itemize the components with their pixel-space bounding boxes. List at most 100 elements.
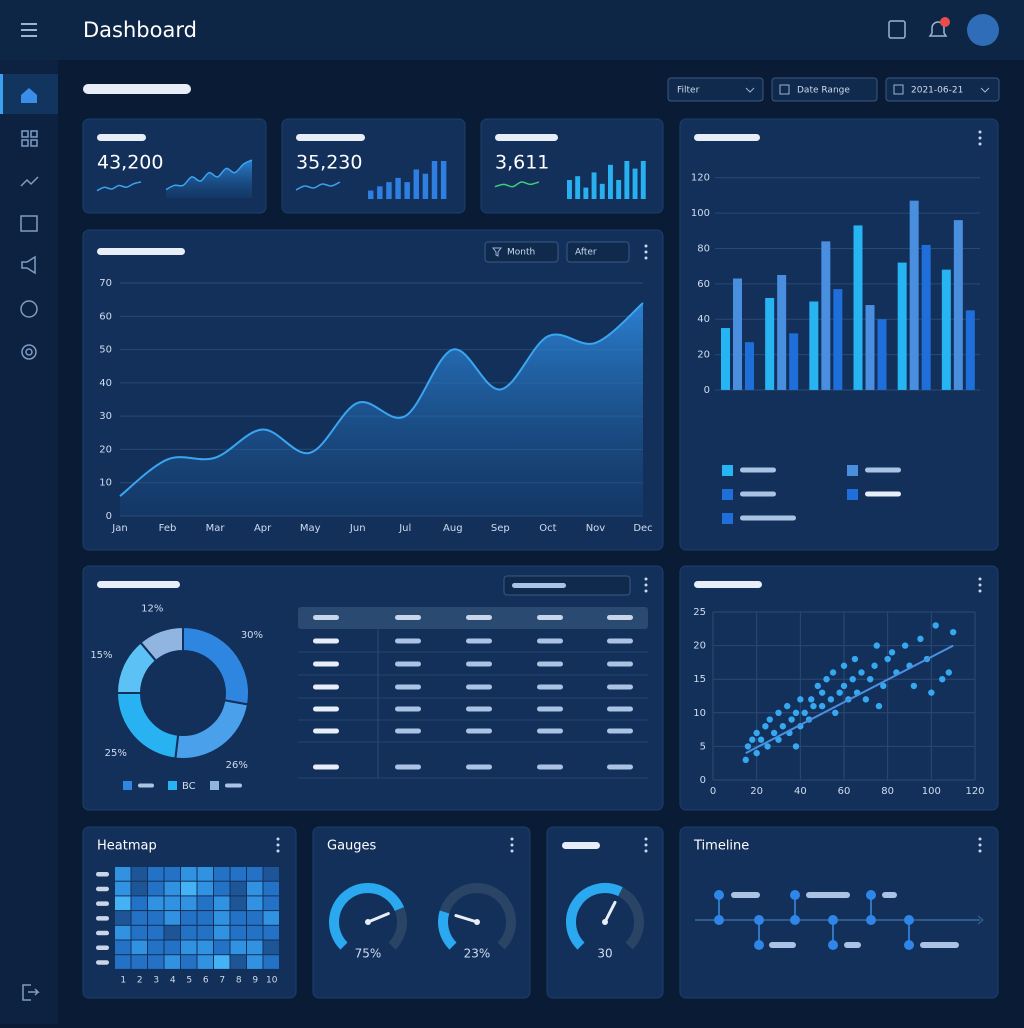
kpi-bar: [624, 161, 630, 199]
scatter-point: [840, 662, 848, 669]
heatmap-cell: [197, 925, 213, 940]
nav-grid[interactable]: [21, 130, 29, 138]
notification-dot: [940, 17, 950, 27]
menu-icon[interactable]: [21, 23, 37, 37]
heatmap-cell: [164, 940, 180, 955]
legend-label-placeholder: [225, 783, 242, 788]
table-cell-placeholder: [313, 684, 339, 690]
x-tick-label: 5: [186, 976, 192, 986]
row-label-placeholder: [96, 872, 109, 877]
table-cell-placeholder: [466, 764, 492, 770]
x-tick-label: 80: [881, 786, 894, 797]
heatmap-cell: [181, 881, 197, 896]
kpi-sparkline: [494, 181, 540, 188]
heatmap-cell: [181, 925, 197, 940]
scatter-point: [836, 689, 843, 696]
legend-label: BC: [182, 781, 196, 792]
heatmap-cell: [247, 881, 263, 896]
x-tick-label: Jan: [111, 523, 127, 534]
row-label-placeholder: [96, 930, 109, 936]
nav-pie[interactable]: [20, 300, 38, 318]
legend-label-placeholder: [865, 467, 901, 473]
bar: [853, 225, 863, 390]
nav-logout[interactable]: [22, 984, 40, 1001]
kpi-bar: [404, 182, 410, 199]
timeline-card: [679, 826, 999, 999]
table-cell-placeholder: [607, 638, 633, 644]
heatmap-cell: [214, 940, 230, 955]
gauge-value: [438, 910, 457, 950]
kpi-sparkline: [295, 181, 341, 191]
scatter-point: [928, 689, 935, 696]
heatmap-cell: [247, 955, 263, 969]
table-cell-placeholder: [313, 661, 339, 667]
scatter-point: [862, 696, 870, 703]
scatter-point: [849, 676, 856, 683]
bell-icon[interactable]: [928, 21, 948, 37]
heatmap-cell: [131, 867, 147, 881]
filter-dropdown[interactable]: [667, 77, 764, 102]
heatmap-cell: [181, 867, 197, 881]
x-tick-label: 40: [794, 786, 807, 797]
x-tick-label: Oct: [539, 523, 556, 534]
date-picker[interactable]: [885, 77, 1000, 102]
nav-report[interactable]: [20, 215, 38, 232]
kpi-bar: [575, 176, 581, 199]
table-dropdown[interactable]: [503, 575, 631, 596]
scatter-point: [770, 729, 778, 737]
scatter-point: [851, 655, 859, 663]
table-header-placeholder: [607, 615, 633, 620]
kpi-sparkline: [96, 181, 142, 192]
help-icon[interactable]: [888, 20, 906, 39]
row-label-placeholder: [96, 886, 109, 892]
table-cell-placeholder: [466, 728, 492, 734]
heatmap-cell: [214, 925, 230, 940]
toolbar: Filter Date Range 2021-06-21: [667, 77, 1000, 102]
heatmap-cell: [148, 881, 164, 896]
x-tick-label: 0: [710, 786, 716, 797]
chevron: [745, 87, 755, 93]
bar: [865, 305, 875, 390]
scatter-point: [840, 682, 848, 690]
x-tick-label: Jul: [398, 523, 411, 534]
date-range-button[interactable]: [771, 77, 878, 102]
trend-line: [745, 644, 954, 755]
table-cell-placeholder: [537, 638, 563, 644]
more-menus[interactable]: [276, 130, 982, 853]
gauge-hub: [365, 919, 371, 925]
donut-label: 26%: [226, 760, 248, 771]
heatmap-cell: [197, 940, 213, 955]
kpi-bar: [567, 180, 572, 199]
heatmap-cell: [263, 896, 279, 911]
table-cell-placeholder: [607, 661, 633, 667]
gauge-value: [329, 883, 405, 950]
kpi-bar: [386, 182, 392, 199]
scatter-point: [932, 622, 939, 629]
bar: [733, 278, 742, 390]
nav-home[interactable]: [21, 88, 37, 103]
nav-trend[interactable]: [20, 176, 39, 187]
x-tick-label: 1: [120, 976, 126, 986]
after-button[interactable]: [566, 241, 630, 263]
gauge-label: 23%: [464, 947, 491, 961]
x-tick-label: Jun: [349, 523, 366, 534]
scatter-point: [814, 682, 821, 690]
table-cell-placeholder: [395, 638, 421, 644]
filter-label: Filter: [677, 86, 700, 96]
kpi-bar: [422, 173, 429, 199]
heatmap-cell: [115, 955, 131, 969]
table-cell-placeholder: [313, 638, 339, 644]
x-tick-label: Nov: [586, 523, 606, 534]
bar: [745, 342, 754, 390]
nav-settings[interactable]: [21, 344, 37, 360]
avatar[interactable]: [967, 14, 999, 46]
kpi-bar: [616, 180, 622, 199]
scatter-point: [829, 669, 837, 676]
kpi-bar: [440, 161, 447, 199]
heatmap-cell: [131, 881, 147, 896]
donut-label: 25%: [105, 748, 127, 759]
donut-segment: [139, 625, 184, 663]
month-button[interactable]: [484, 241, 559, 263]
nav-campaign[interactable]: [21, 255, 36, 275]
